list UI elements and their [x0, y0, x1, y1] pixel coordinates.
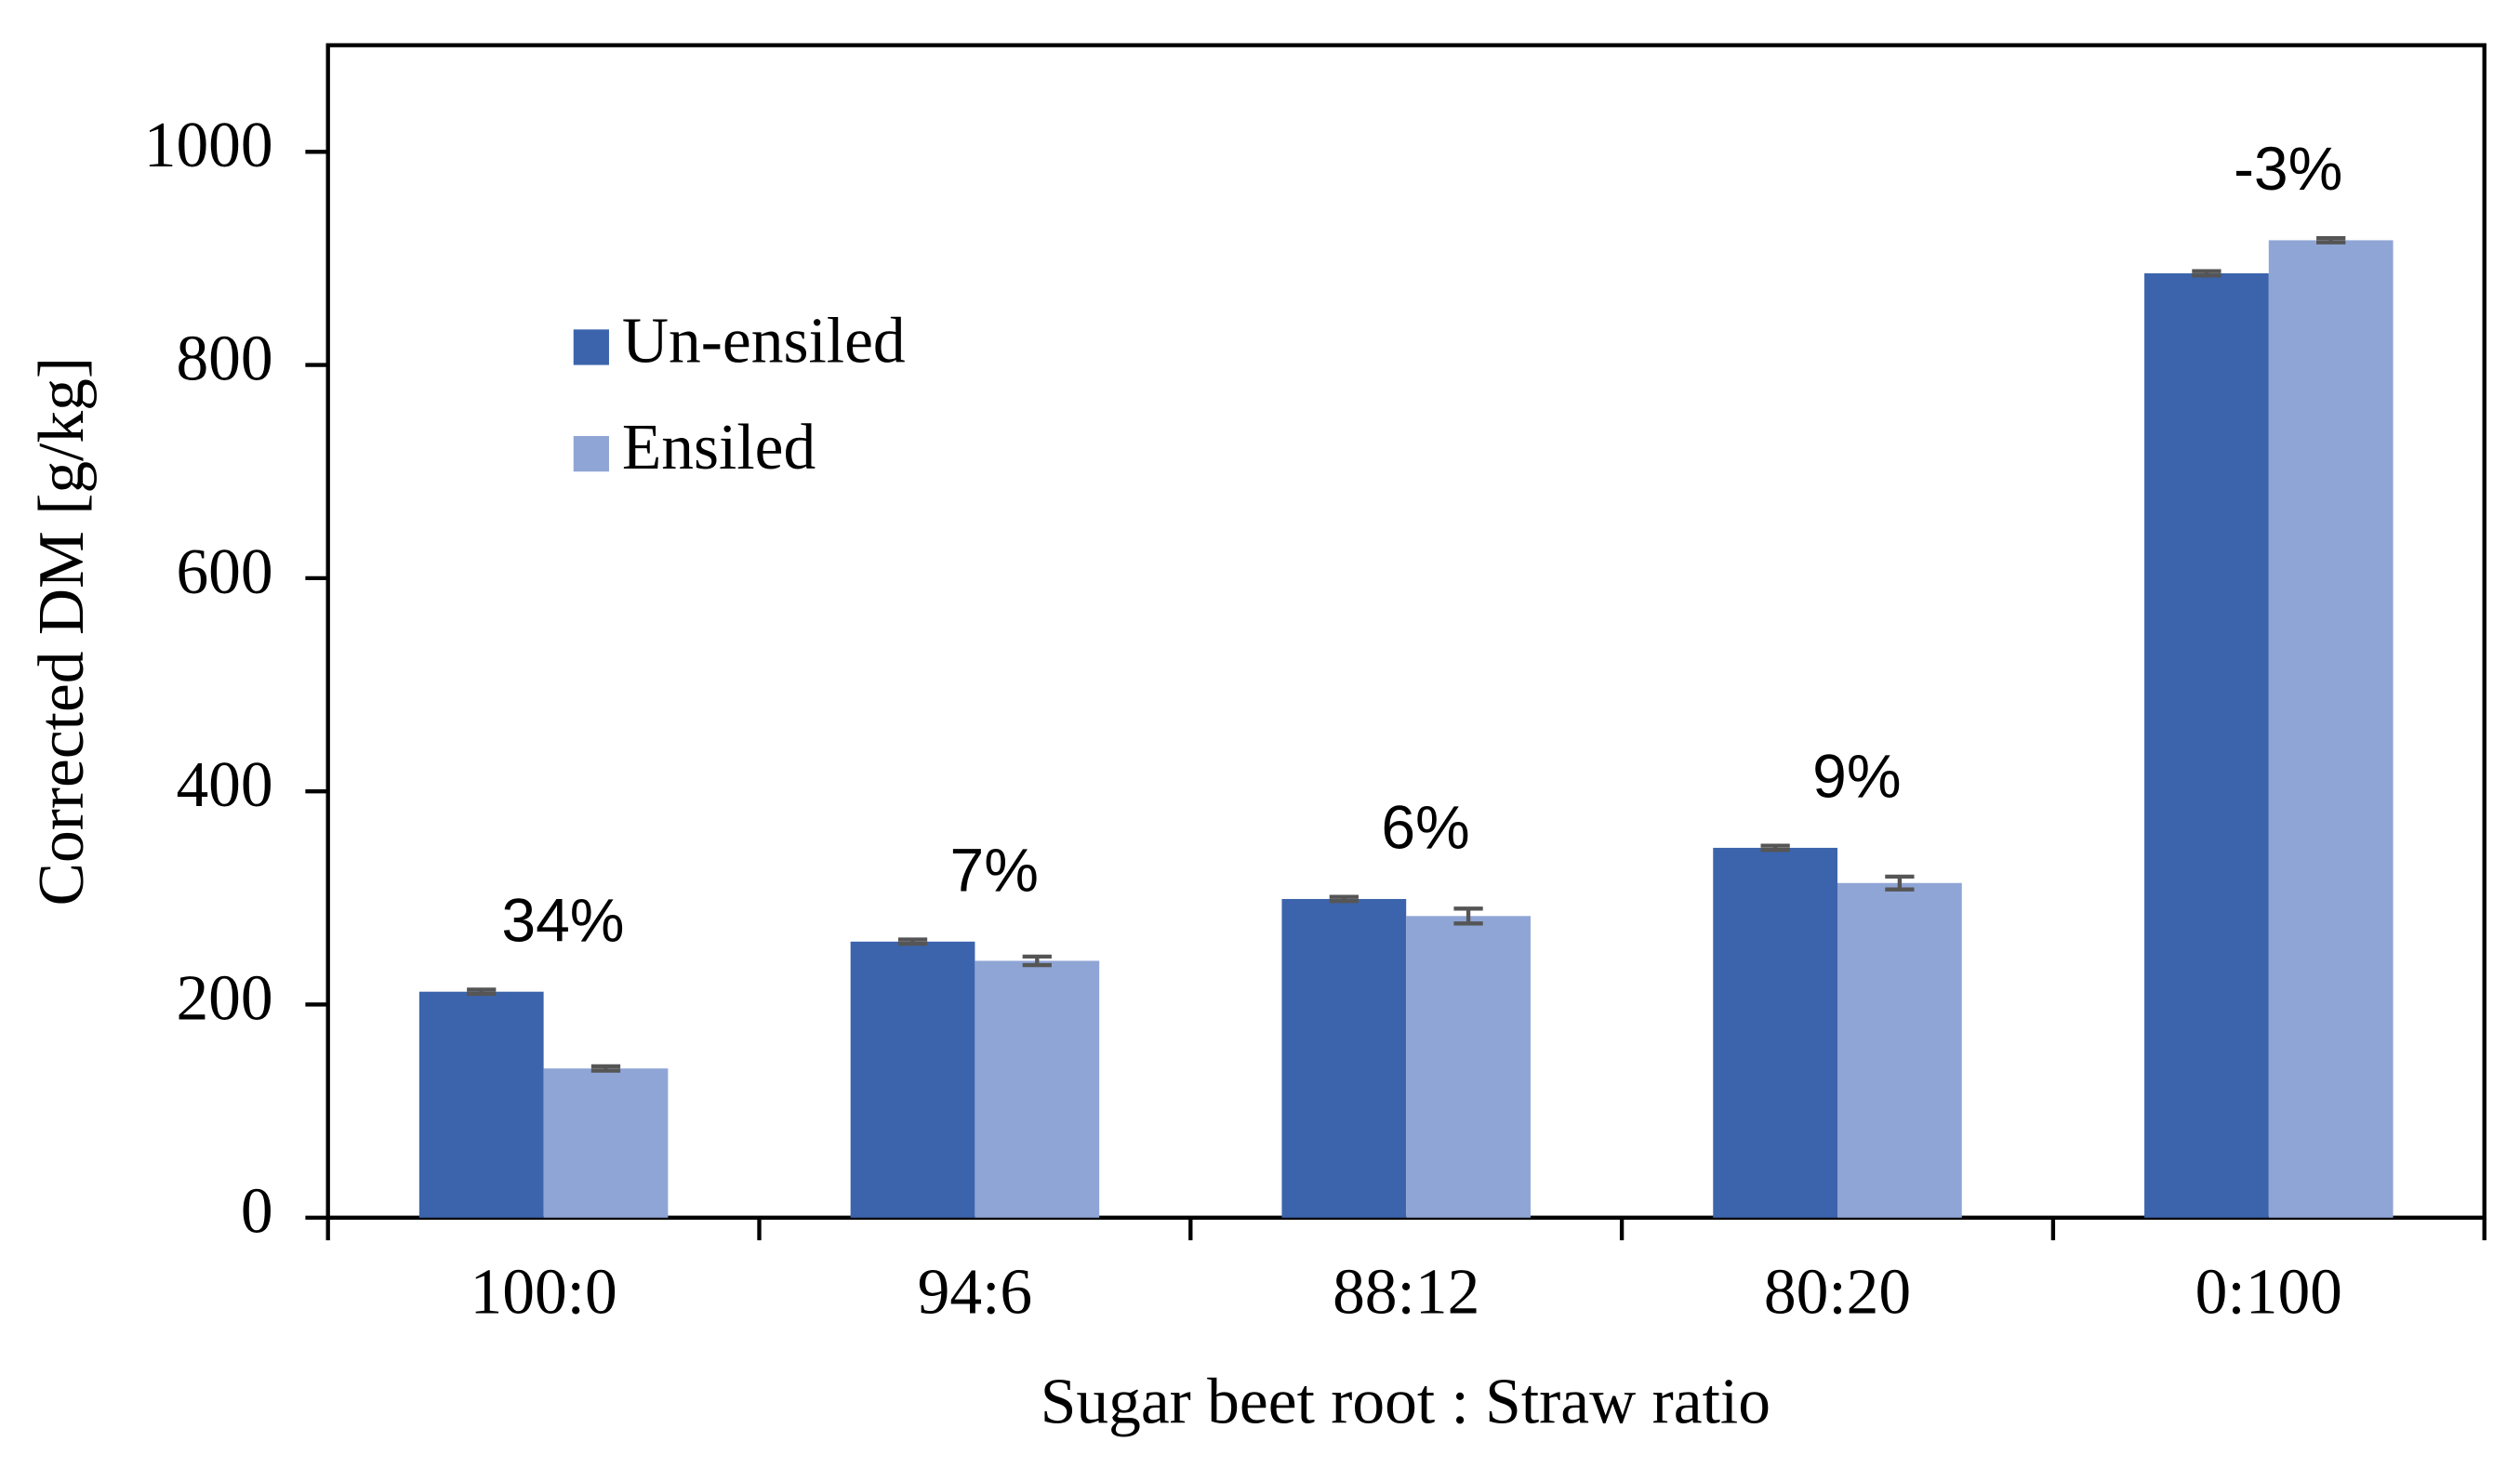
- error-bar: [2316, 235, 2346, 245]
- error-bar: [467, 987, 497, 997]
- error-bar: [1760, 843, 1790, 853]
- error-bar: [590, 1064, 621, 1073]
- bar: [418, 991, 544, 1218]
- x-tick-label: 80:20: [1764, 1257, 1911, 1329]
- bar: [2268, 240, 2394, 1218]
- x-tick-label: 100:0: [470, 1257, 617, 1329]
- annotation: 6%: [1381, 793, 1469, 862]
- legend-label: Ensiled: [622, 412, 816, 483]
- error-bar: [2192, 269, 2222, 278]
- legend-swatch: [573, 436, 609, 472]
- bar: [1713, 847, 1838, 1218]
- annotation: -3%: [2234, 134, 2342, 203]
- bar: [1837, 882, 1962, 1218]
- y-tick-label: 200: [176, 962, 272, 1034]
- legend-label: Un-ensiled: [622, 305, 906, 377]
- y-axis-label: Corrected DM [g/kg]: [26, 357, 98, 906]
- x-tick-label: 88:12: [1333, 1257, 1479, 1329]
- y-tick-label: 400: [176, 749, 272, 821]
- y-tick-label: 1000: [144, 110, 273, 181]
- y-tick-label: 600: [176, 536, 272, 608]
- bar: [1406, 916, 1531, 1218]
- y-tick-label: 0: [241, 1176, 273, 1248]
- x-tick-label: 0:100: [2195, 1257, 2342, 1329]
- legend-swatch: [573, 329, 609, 365]
- bar: [1281, 898, 1407, 1218]
- y-tick-label: 800: [176, 324, 272, 395]
- error-bar: [1885, 874, 1915, 892]
- annotation: 34%: [501, 885, 624, 954]
- annotation: 9%: [1812, 742, 1901, 811]
- x-axis-label: Sugar beet root : Straw ratio: [1041, 1367, 1771, 1438]
- error-bar: [1329, 894, 1359, 904]
- bar: [2144, 272, 2269, 1218]
- error-bar: [897, 937, 928, 946]
- bar: [543, 1068, 669, 1218]
- annotation: 7%: [950, 835, 1039, 904]
- error-bar: [1453, 906, 1483, 926]
- bar: [975, 960, 1100, 1218]
- x-tick-label: 94:6: [918, 1257, 1033, 1329]
- bar: [850, 941, 975, 1218]
- error-bar: [1022, 954, 1052, 968]
